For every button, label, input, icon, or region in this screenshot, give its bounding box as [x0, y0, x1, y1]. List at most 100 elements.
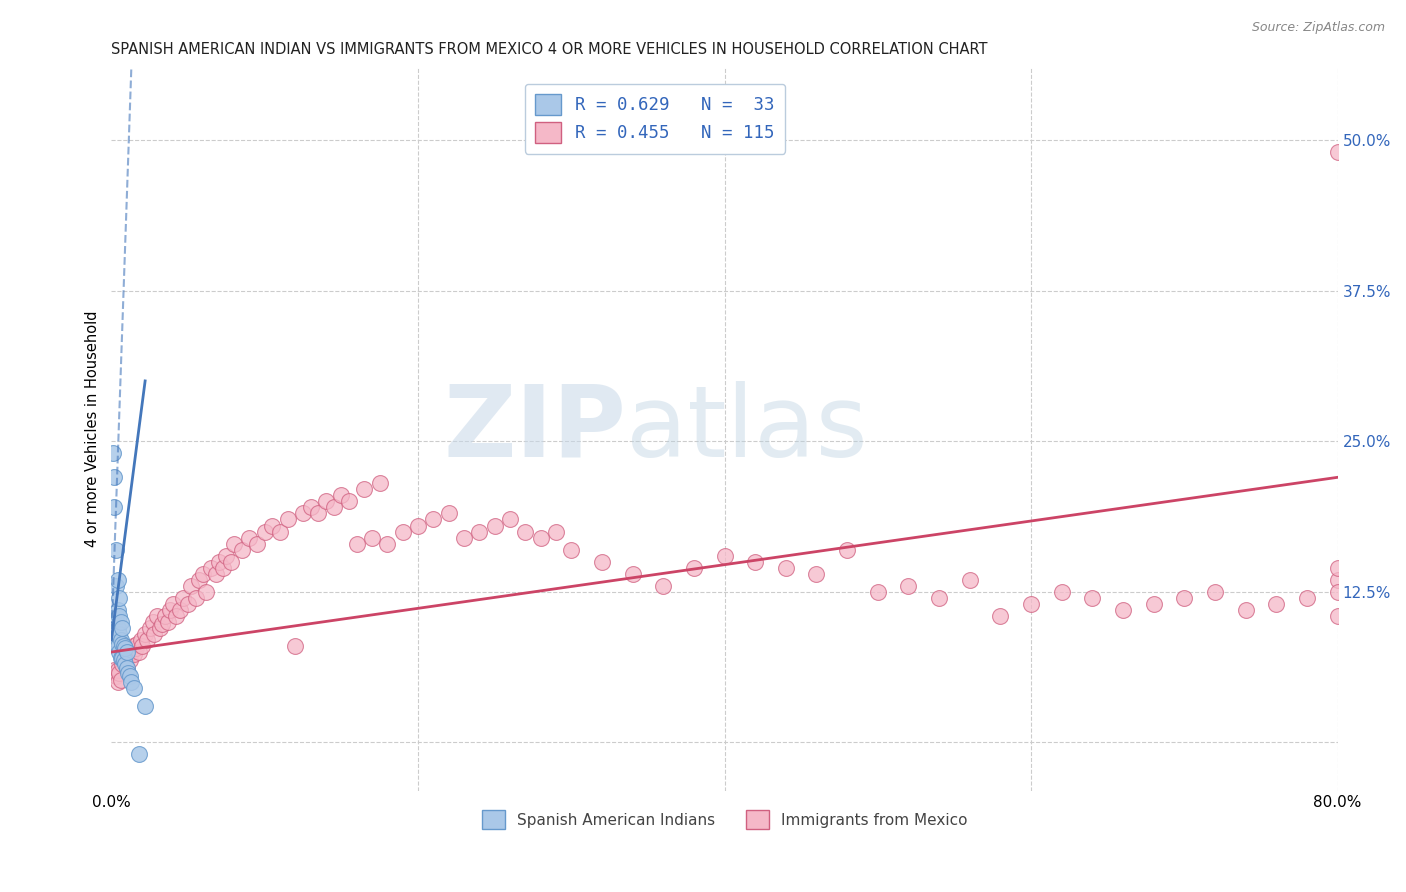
Point: [453, 531, 475, 545]
Point: [107, 621, 129, 635]
Point: [112, 639, 135, 653]
Point: [246, 536, 269, 550]
Point: [315, 494, 337, 508]
Point: [112, 639, 135, 653]
Point: [1326, 608, 1348, 623]
Point: [110, 651, 132, 665]
Point: [143, 627, 166, 641]
Point: [560, 542, 582, 557]
Point: [744, 555, 766, 569]
Point: [135, 632, 157, 647]
Point: [107, 675, 129, 690]
Point: [111, 645, 134, 659]
Point: [262, 518, 284, 533]
Point: [111, 637, 134, 651]
Point: [111, 651, 134, 665]
Point: [169, 603, 191, 617]
Point: [107, 573, 129, 587]
Point: [1326, 560, 1348, 574]
Point: [105, 669, 128, 683]
Point: [406, 518, 429, 533]
Point: [959, 573, 981, 587]
Text: atlas: atlas: [627, 381, 868, 477]
Point: [108, 645, 131, 659]
Point: [177, 597, 200, 611]
Point: [101, 446, 124, 460]
Point: [529, 531, 551, 545]
Point: [775, 560, 797, 574]
Point: [110, 615, 132, 629]
Point: [208, 555, 231, 569]
Point: [112, 653, 135, 667]
Point: [353, 483, 375, 497]
Point: [219, 555, 242, 569]
Point: [990, 608, 1012, 623]
Point: [437, 507, 460, 521]
Point: [215, 549, 238, 563]
Point: [120, 645, 142, 659]
Point: [110, 673, 132, 687]
Point: [499, 512, 522, 526]
Point: [195, 584, 218, 599]
Point: [204, 566, 226, 581]
Point: [114, 651, 136, 665]
Point: [468, 524, 491, 539]
Point: [292, 507, 315, 521]
Point: [124, 648, 146, 662]
Point: [118, 669, 141, 683]
Point: [187, 573, 209, 587]
Point: [269, 524, 291, 539]
Point: [683, 560, 706, 574]
Point: [222, 536, 245, 550]
Point: [299, 500, 322, 515]
Point: [307, 507, 329, 521]
Point: [212, 560, 235, 574]
Point: [128, 747, 150, 762]
Point: [1326, 573, 1348, 587]
Point: [146, 608, 169, 623]
Point: [131, 639, 153, 653]
Text: SPANISH AMERICAN INDIAN VS IMMIGRANTS FROM MEXICO 4 OR MORE VEHICLES IN HOUSEHOL: SPANISH AMERICAN INDIAN VS IMMIGRANTS FR…: [111, 42, 988, 57]
Text: Source: ZipAtlas.com: Source: ZipAtlas.com: [1251, 21, 1385, 34]
Point: [1265, 597, 1288, 611]
Point: [713, 549, 735, 563]
Point: [129, 632, 152, 647]
Point: [108, 591, 131, 605]
Point: [115, 661, 138, 675]
Point: [652, 579, 675, 593]
Point: [422, 512, 444, 526]
Point: [1081, 591, 1104, 605]
Point: [120, 675, 142, 690]
Point: [866, 584, 889, 599]
Point: [375, 536, 398, 550]
Point: [1326, 584, 1348, 599]
Point: [193, 566, 215, 581]
Point: [134, 627, 156, 641]
Point: [1204, 584, 1226, 599]
Point: [322, 500, 344, 515]
Legend: Spanish American Indians, Immigrants from Mexico: Spanish American Indians, Immigrants fro…: [475, 804, 973, 835]
Point: [515, 524, 537, 539]
Point: [330, 488, 353, 502]
Point: [253, 524, 276, 539]
Point: [149, 621, 172, 635]
Point: [105, 632, 128, 647]
Point: [105, 608, 128, 623]
Point: [150, 617, 173, 632]
Point: [142, 615, 165, 629]
Point: [115, 661, 138, 675]
Point: [837, 542, 859, 557]
Point: [127, 637, 149, 651]
Point: [1234, 603, 1257, 617]
Point: [172, 591, 194, 605]
Point: [138, 621, 160, 635]
Point: [544, 524, 567, 539]
Point: [112, 653, 135, 667]
Point: [107, 603, 129, 617]
Point: [105, 579, 128, 593]
Point: [200, 560, 222, 574]
Point: [391, 524, 413, 539]
Point: [184, 591, 207, 605]
Point: [105, 542, 128, 557]
Point: [125, 641, 148, 656]
